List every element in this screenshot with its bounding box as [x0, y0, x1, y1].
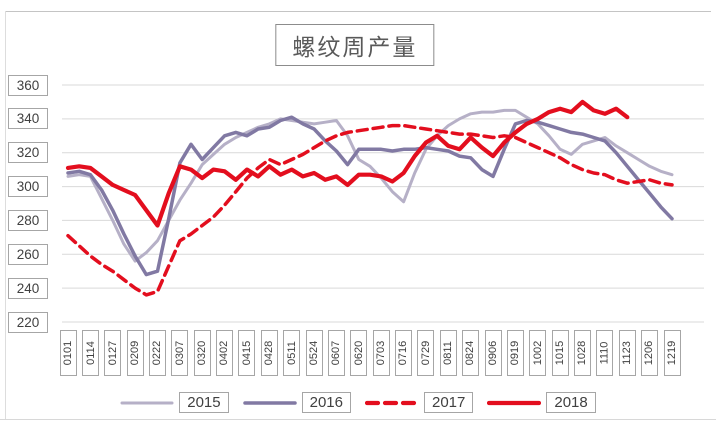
x-tick-label-text: 0511 — [285, 341, 298, 365]
legend-item-2016: 2016 — [242, 392, 351, 413]
x-tick-label-text: 0919 — [509, 340, 522, 366]
x-tick-label-text: 0703 — [375, 340, 388, 366]
x-tick-label: 0703 — [372, 330, 390, 376]
legend-item-2018: 2018 — [487, 392, 596, 413]
x-tick-label-text: 0906 — [487, 340, 500, 366]
legend-line-sample — [120, 401, 174, 404]
x-tick-label-text: 0620 — [352, 340, 365, 366]
legend-line-sample — [242, 400, 297, 405]
y-tick-label: 220 — [8, 311, 48, 333]
x-tick-label-text: 1002 — [531, 340, 544, 366]
legend-line-sample — [365, 400, 419, 405]
x-tick-label: 0906 — [484, 330, 502, 376]
x-tick-label: 1028 — [574, 330, 592, 376]
y-tick-label: 340 — [8, 108, 48, 130]
y-tick-label: 240 — [8, 277, 48, 299]
frame-left-border — [5, 11, 6, 419]
x-tick-label: 1206 — [641, 330, 659, 376]
x-tick-label: 0716 — [395, 330, 413, 376]
x-tick-label: 1110 — [596, 330, 614, 376]
x-tick-label: 0729 — [417, 330, 435, 376]
frame-bottom-border — [0, 419, 716, 420]
x-tick-label-text: 0524 — [308, 340, 321, 366]
x-tick-label-text: 1110 — [598, 341, 611, 365]
x-tick-label: 0222 — [148, 330, 166, 376]
x-tick-label: 0114 — [81, 330, 99, 376]
legend-label: 2015 — [179, 392, 229, 413]
y-tick-label: 360 — [8, 74, 48, 96]
x-tick-label: 0824 — [462, 330, 480, 376]
x-tick-label-text: 0101 — [62, 340, 75, 366]
x-tick-label: 1002 — [529, 330, 547, 376]
x-tick-label: 0101 — [59, 330, 77, 376]
x-tick-label-text: 1219 — [666, 340, 679, 366]
x-tick-label: 1015 — [551, 330, 569, 376]
y-tick-label: 260 — [8, 243, 48, 265]
x-tick-label: 0428 — [260, 330, 278, 376]
y-tick-label: 280 — [8, 209, 48, 231]
legend-item-2017: 2017 — [365, 392, 474, 413]
x-tick-label-text: 0127 — [106, 340, 119, 366]
x-tick-label-text: 1123 — [621, 341, 634, 365]
x-tick-label-text: 0607 — [330, 340, 343, 366]
x-tick-label: 0415 — [238, 330, 256, 376]
series-line-2016 — [66, 115, 674, 277]
legend-label: 2018 — [546, 392, 596, 413]
x-tick-label: 0620 — [350, 330, 368, 376]
x-tick-label-text: 1028 — [576, 340, 589, 366]
legend-label: 2016 — [301, 392, 351, 413]
x-tick-label-text: 0428 — [263, 340, 276, 366]
legend-item-2015: 2015 — [120, 392, 229, 413]
chart-title-box: 螺纹周产量 — [275, 24, 435, 66]
x-tick-label-text: 0811 — [442, 341, 455, 365]
x-tick-label: 1123 — [618, 330, 636, 376]
x-tick-label-text: 0415 — [240, 340, 253, 366]
legend: 2015 2016 2017 2018 — [0, 392, 716, 413]
y-tick-label: 300 — [8, 176, 48, 198]
legend-line-sample — [487, 400, 542, 405]
x-tick-label-text: 0307 — [173, 340, 186, 366]
y-tick-label: 320 — [8, 142, 48, 164]
x-tick-label: 0402 — [216, 330, 234, 376]
x-tick-label-text: 0716 — [397, 340, 410, 366]
series-line-2017 — [66, 123, 674, 297]
x-tick-label: 0919 — [506, 330, 524, 376]
legend-label: 2017 — [424, 392, 474, 413]
x-tick-label-text: 1206 — [643, 340, 656, 366]
x-tick-label-text: 0114 — [84, 341, 97, 365]
x-tick-label-text: 0824 — [464, 340, 477, 366]
x-tick-label-text: 0402 — [218, 340, 231, 366]
x-tick-label: 0811 — [439, 330, 457, 376]
x-tick-label: 1219 — [663, 330, 681, 376]
x-tick-label: 0209 — [126, 330, 144, 376]
x-tick-label: 0127 — [104, 330, 122, 376]
x-tick-label-text: 0320 — [196, 340, 209, 366]
x-tick-label: 0320 — [193, 330, 211, 376]
x-tick-label-text: 1015 — [554, 340, 567, 366]
x-tick-label-text: 0729 — [419, 340, 432, 366]
x-tick-label: 0607 — [327, 330, 345, 376]
x-tick-label: 0307 — [171, 330, 189, 376]
chart-title: 螺纹周产量 — [292, 34, 418, 60]
frame-top-border — [5, 11, 711, 12]
x-tick-label-text: 0222 — [151, 340, 164, 366]
x-tick-label: 0511 — [283, 330, 301, 376]
series-line-2018 — [65, 99, 630, 228]
x-tick-label: 0524 — [305, 330, 323, 376]
x-tick-label-text: 0209 — [129, 340, 142, 366]
